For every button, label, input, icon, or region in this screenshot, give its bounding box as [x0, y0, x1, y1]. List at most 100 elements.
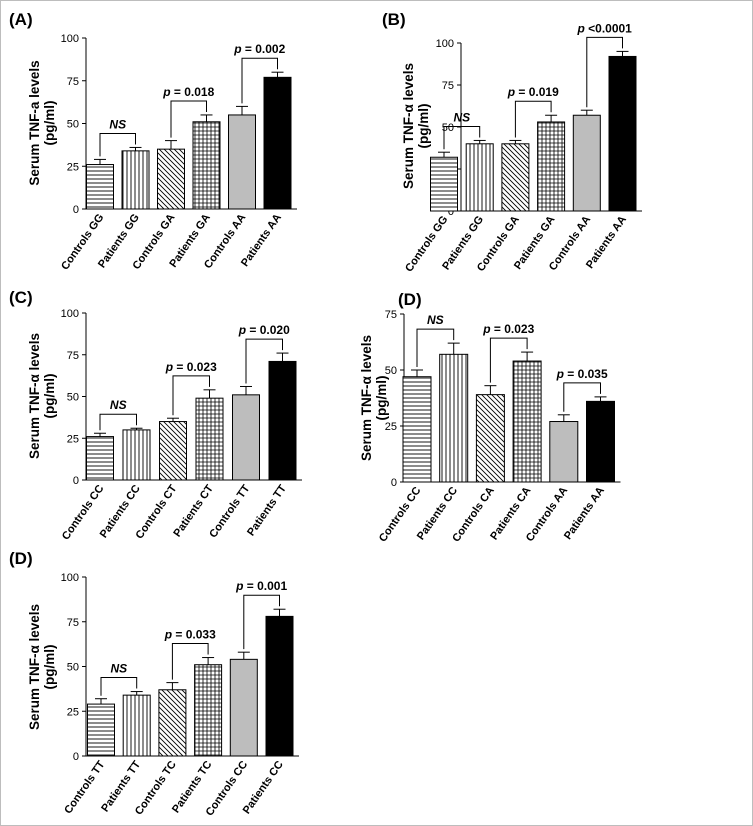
panel-d: (D) Serum TNF-α levels(pg/ml) 0 25 50 75 Cont…	[359, 284, 753, 554]
significance-label: p = 0.018	[162, 85, 214, 99]
bar	[475, 394, 505, 483]
significance-label: p = 0.023	[165, 360, 217, 374]
bar	[268, 360, 297, 481]
y-tick-label: 100	[61, 308, 79, 320]
y-tick-label: 0	[73, 751, 79, 763]
y-tick-label: 100	[436, 38, 454, 50]
chart-d: Serum TNF-α levels(pg/ml)0255075Controls…	[359, 309, 621, 544]
y-tick-label: 25	[67, 433, 79, 445]
svg-text:Serum TNF-α levels(pg/ml): Serum TNF-α levels(pg/ml)	[401, 63, 431, 189]
y-tick-label: 100	[61, 33, 79, 45]
svg-text:Serum TNF-a levels(pg/ml): Serum TNF-a levels(pg/ml)	[27, 60, 57, 185]
chart-e: Serum TNF-α levels(pg/ml)0255075100Contr…	[27, 572, 299, 818]
bar	[87, 703, 115, 757]
significance-label: p = 0.002	[233, 42, 285, 56]
significance-bracket	[243, 594, 280, 650]
y-axis-unit: (pg/ml)	[42, 645, 57, 690]
significance-bracket	[416, 328, 455, 367]
panel-label: (B)	[382, 10, 406, 29]
bar	[86, 436, 114, 481]
bar	[512, 360, 542, 483]
bar	[159, 421, 187, 481]
significance-label: p = 0.019	[507, 85, 559, 99]
y-tick-label: 50	[385, 365, 397, 377]
bar	[228, 114, 256, 210]
panel-label: (C)	[9, 288, 33, 307]
significance-bracket	[514, 100, 552, 138]
y-axis-unit: (pg/ml)	[374, 376, 389, 421]
bar	[121, 150, 150, 210]
x-tick-label: Patients TT	[245, 483, 289, 539]
significance-label: NS	[454, 110, 471, 124]
y-tick-label: 25	[67, 706, 79, 718]
significance-bracket	[172, 375, 210, 416]
y-axis-unit: (pg/ml)	[42, 101, 57, 146]
significance-bracket	[170, 100, 207, 138]
panel-d-second: (D) Serum TNF-α levels(pg/ml) 0 25 50 75 100 C…	[1, 549, 376, 825]
significance-bracket	[489, 337, 528, 383]
chart-c: Serum TNF-α levels(pg/ml)0255075100Contr…	[27, 308, 302, 542]
bar	[549, 421, 579, 483]
y-tick-label: 25	[385, 421, 397, 433]
y-tick-label: 100	[61, 572, 79, 584]
significance-label: p = 0.020	[238, 323, 290, 337]
significance-label: NS	[427, 313, 444, 327]
y-axis-unit: (pg/ml)	[42, 374, 57, 419]
bar	[265, 615, 294, 757]
y-tick-label: 0	[73, 475, 79, 487]
significance-bracket	[563, 382, 601, 412]
bar	[263, 76, 292, 210]
y-tick-label: 75	[67, 76, 79, 88]
bar	[122, 429, 151, 481]
y-tick-label: 0	[391, 477, 397, 489]
chart-b: Serum TNF-α levels(pg/ml)0255075100Contr…	[401, 21, 642, 274]
svg-text:Serum TNF-α levels(pg/ml): Serum TNF-α levels(pg/ml)	[359, 335, 389, 461]
significance-bracket	[100, 677, 138, 696]
y-tick-label: 75	[385, 309, 397, 321]
y-axis-label: Serum TNF-α levels	[359, 335, 374, 461]
significance-label: NS	[109, 117, 126, 131]
y-tick-label: 50	[67, 662, 79, 674]
panel-label: (D)	[398, 290, 422, 309]
bar	[195, 397, 224, 481]
bar	[430, 156, 458, 212]
bar	[229, 658, 258, 757]
significance-bracket	[171, 643, 209, 680]
significance-label: p = 0.033	[164, 628, 216, 642]
chart-a: Serum TNF-a levels(pg/ml)0255075100Contr…	[27, 33, 297, 272]
bar	[192, 121, 221, 210]
y-axis-label: Serum TNF-a levels	[27, 60, 42, 185]
y-tick-label: 50	[67, 392, 79, 404]
significance-label: NS	[111, 662, 128, 676]
bar	[586, 400, 615, 483]
y-tick-label: 75	[67, 617, 79, 629]
bar	[86, 164, 114, 210]
bar	[402, 376, 432, 483]
svg-text:Serum TNF-α levels(pg/ml): Serum TNF-α levels(pg/ml)	[27, 604, 57, 730]
y-axis-label: Serum TNF-α levels	[27, 333, 42, 459]
y-tick-label: 50	[67, 119, 79, 131]
significance-label: p = 0.035	[556, 367, 608, 381]
significance-label: p = 0.023	[482, 322, 534, 336]
y-tick-label: 75	[442, 80, 454, 92]
y-tick-label: 0	[448, 206, 454, 218]
bar	[537, 121, 566, 212]
significance-bracket	[245, 338, 283, 384]
significance-bracket	[99, 413, 137, 431]
y-tick-label: 50	[442, 122, 454, 134]
bar	[465, 143, 494, 212]
panel-b: (B) Serum TNF-α levels(pg/ml)0255075100C…	[376, 1, 753, 286]
bar	[157, 148, 185, 210]
significance-label: p = 0.001	[235, 579, 287, 593]
y-tick-label: 0	[73, 204, 79, 216]
significance-label: NS	[110, 398, 127, 412]
significance-label: p <0.0001	[576, 21, 632, 35]
bar	[501, 143, 530, 212]
bar	[439, 353, 469, 483]
bar	[572, 114, 601, 212]
panel-label: (A)	[9, 10, 33, 29]
significance-bracket	[99, 132, 136, 157]
y-tick-label: 75	[67, 350, 79, 362]
y-axis-unit: (pg/ml)	[416, 104, 431, 149]
